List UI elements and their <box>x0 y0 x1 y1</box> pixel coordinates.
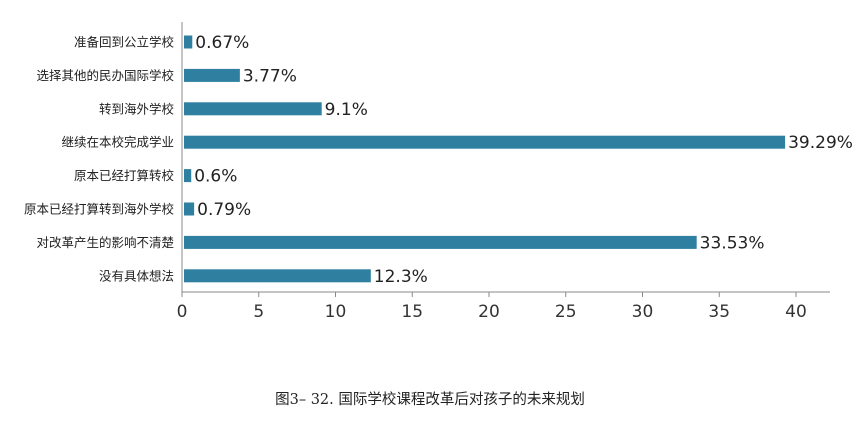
value-label: 39.29% <box>788 133 853 153</box>
category-label: 对改革产生的影响不清楚 <box>36 235 174 250</box>
category-label: 继续在本校完成学业 <box>61 135 174 150</box>
value-label: 9.1% <box>325 100 368 120</box>
figure-caption: 图3– 32. 国际学校课程改革后对孩子的未来规划 <box>275 391 585 408</box>
bar <box>184 35 193 49</box>
value-label: 3.77% <box>243 66 297 86</box>
x-tick-label: 10 <box>325 302 347 322</box>
bar <box>184 68 240 82</box>
category-label: 选择其他的民办国际学校 <box>36 68 174 83</box>
bar <box>184 135 786 149</box>
x-tick-label: 35 <box>708 302 730 322</box>
x-tick-label: 5 <box>253 302 264 322</box>
category-label: 原本已经打算转校 <box>74 168 175 183</box>
category-label: 转到海外学校 <box>99 101 175 116</box>
value-label: 33.53% <box>700 233 765 253</box>
value-label: 0.67% <box>195 33 249 53</box>
bar <box>184 235 697 249</box>
bar <box>184 169 192 183</box>
x-tick-label: 15 <box>401 302 423 322</box>
category-labels-group: 准备回到公立学校选择其他的民办国际学校转到海外学校继续在本校完成学业原本已经打算… <box>24 35 175 284</box>
value-label: 0.6% <box>194 167 237 187</box>
value-label: 12.3% <box>374 267 428 287</box>
bar <box>184 102 322 116</box>
bar <box>184 269 371 283</box>
x-tick-label: 30 <box>632 302 654 322</box>
bar <box>184 202 195 216</box>
x-ticks-group <box>181 292 797 297</box>
x-tick-labels-group: 0 5 10 15 20 25 30 35 40 <box>177 302 807 322</box>
x-tick-label: 0 <box>177 302 188 322</box>
category-label: 原本已经打算转到海外学校 <box>24 202 175 217</box>
value-labels-group: 0.67% 3.77% 9.1% 39.29% 0.6% 0.79% 33.53% 12.3% <box>194 33 853 287</box>
x-tick-label: 25 <box>555 302 577 322</box>
bars-group <box>184 35 786 283</box>
x-tick-label: 40 <box>785 302 807 322</box>
value-label: 0.79% <box>197 200 251 220</box>
category-label: 没有具体想法 <box>99 268 174 283</box>
x-tick-label: 20 <box>478 302 500 322</box>
category-label: 准备回到公立学校 <box>74 35 175 50</box>
